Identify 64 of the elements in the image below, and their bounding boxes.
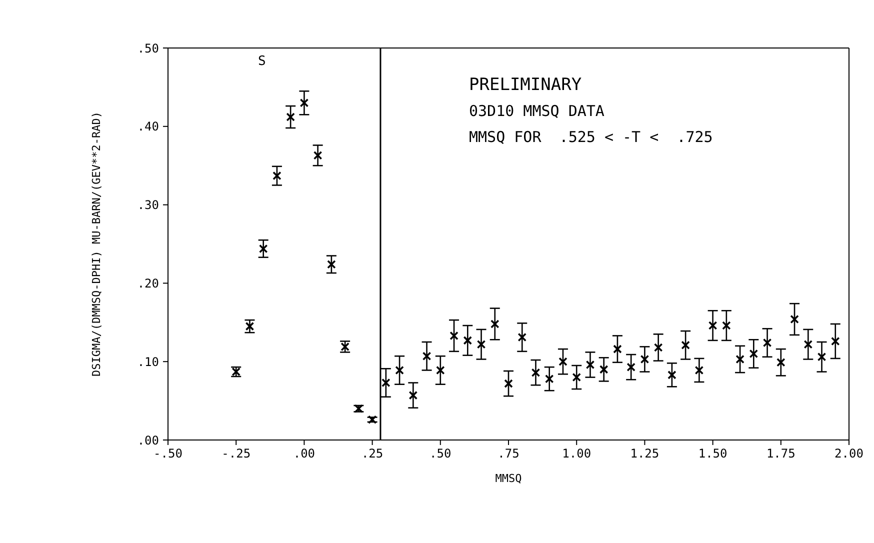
point: [654, 343, 663, 352]
point: [586, 360, 595, 370]
x-tick-label: .50: [430, 446, 452, 461]
point: [300, 98, 309, 108]
point: [313, 151, 322, 160]
point: [504, 379, 513, 388]
point: [762, 338, 772, 348]
y-tick-label: .30: [137, 198, 159, 212]
point: [558, 357, 568, 366]
point: [804, 340, 813, 349]
y-tick-label: .00: [137, 433, 159, 448]
x-tick-label: 1.25: [630, 446, 660, 461]
x-tick-label: -.25: [222, 446, 251, 461]
point: [626, 362, 636, 372]
point: [830, 336, 840, 346]
point: [286, 112, 295, 122]
point: [572, 372, 581, 382]
x-axis-title: MMSQ: [495, 472, 522, 485]
point: [613, 344, 622, 354]
point: [668, 370, 676, 380]
y-tick-label: .20: [137, 276, 159, 290]
y-axis-title: DSIGMA/(DMMSQ-DPHI) MU-BARN/(GEV**2-RAD): [90, 112, 103, 376]
point: [422, 352, 432, 361]
x-tick-label: 1.75: [766, 446, 796, 461]
point: [395, 366, 404, 375]
point: [817, 352, 826, 362]
text: 03D10 MMSQ DATA: [469, 101, 606, 122]
annotation: S: [258, 54, 266, 69]
point: [722, 321, 731, 330]
point: [272, 171, 282, 180]
point: [518, 332, 527, 342]
point: [694, 366, 704, 375]
point: [736, 354, 744, 364]
point: [245, 322, 254, 331]
point: [258, 244, 268, 254]
point: [531, 368, 540, 377]
point: [544, 374, 554, 384]
point: [382, 378, 390, 388]
x-tick-label: .00: [293, 446, 316, 461]
point: [640, 354, 650, 364]
annotation: MMSQ FOR .525 < -T < .725: [469, 127, 713, 148]
point: [776, 358, 786, 367]
point: [490, 320, 500, 328]
point: [408, 390, 418, 400]
x-tick-label: .75: [498, 446, 520, 461]
x-tick-label: 2.00: [834, 446, 864, 461]
point: [450, 331, 458, 340]
point: [436, 366, 445, 375]
point: [463, 336, 472, 345]
point: [681, 340, 690, 350]
x-tick-label: -.50: [154, 446, 182, 461]
text: PRELIMINARY: [469, 74, 583, 97]
x-tick-label: .25: [361, 446, 384, 461]
point: [749, 349, 758, 358]
x-tick-label: 1.50: [698, 446, 728, 461]
y-tick-label: .10: [137, 354, 159, 369]
point: [476, 340, 486, 349]
point: [790, 314, 799, 324]
point: [599, 365, 608, 374]
y-tick-label: .50: [137, 41, 159, 56]
point: [708, 321, 718, 330]
y-tick-label: .40: [137, 120, 159, 134]
x-tick-label: 1.00: [562, 446, 592, 461]
point: [327, 260, 336, 269]
